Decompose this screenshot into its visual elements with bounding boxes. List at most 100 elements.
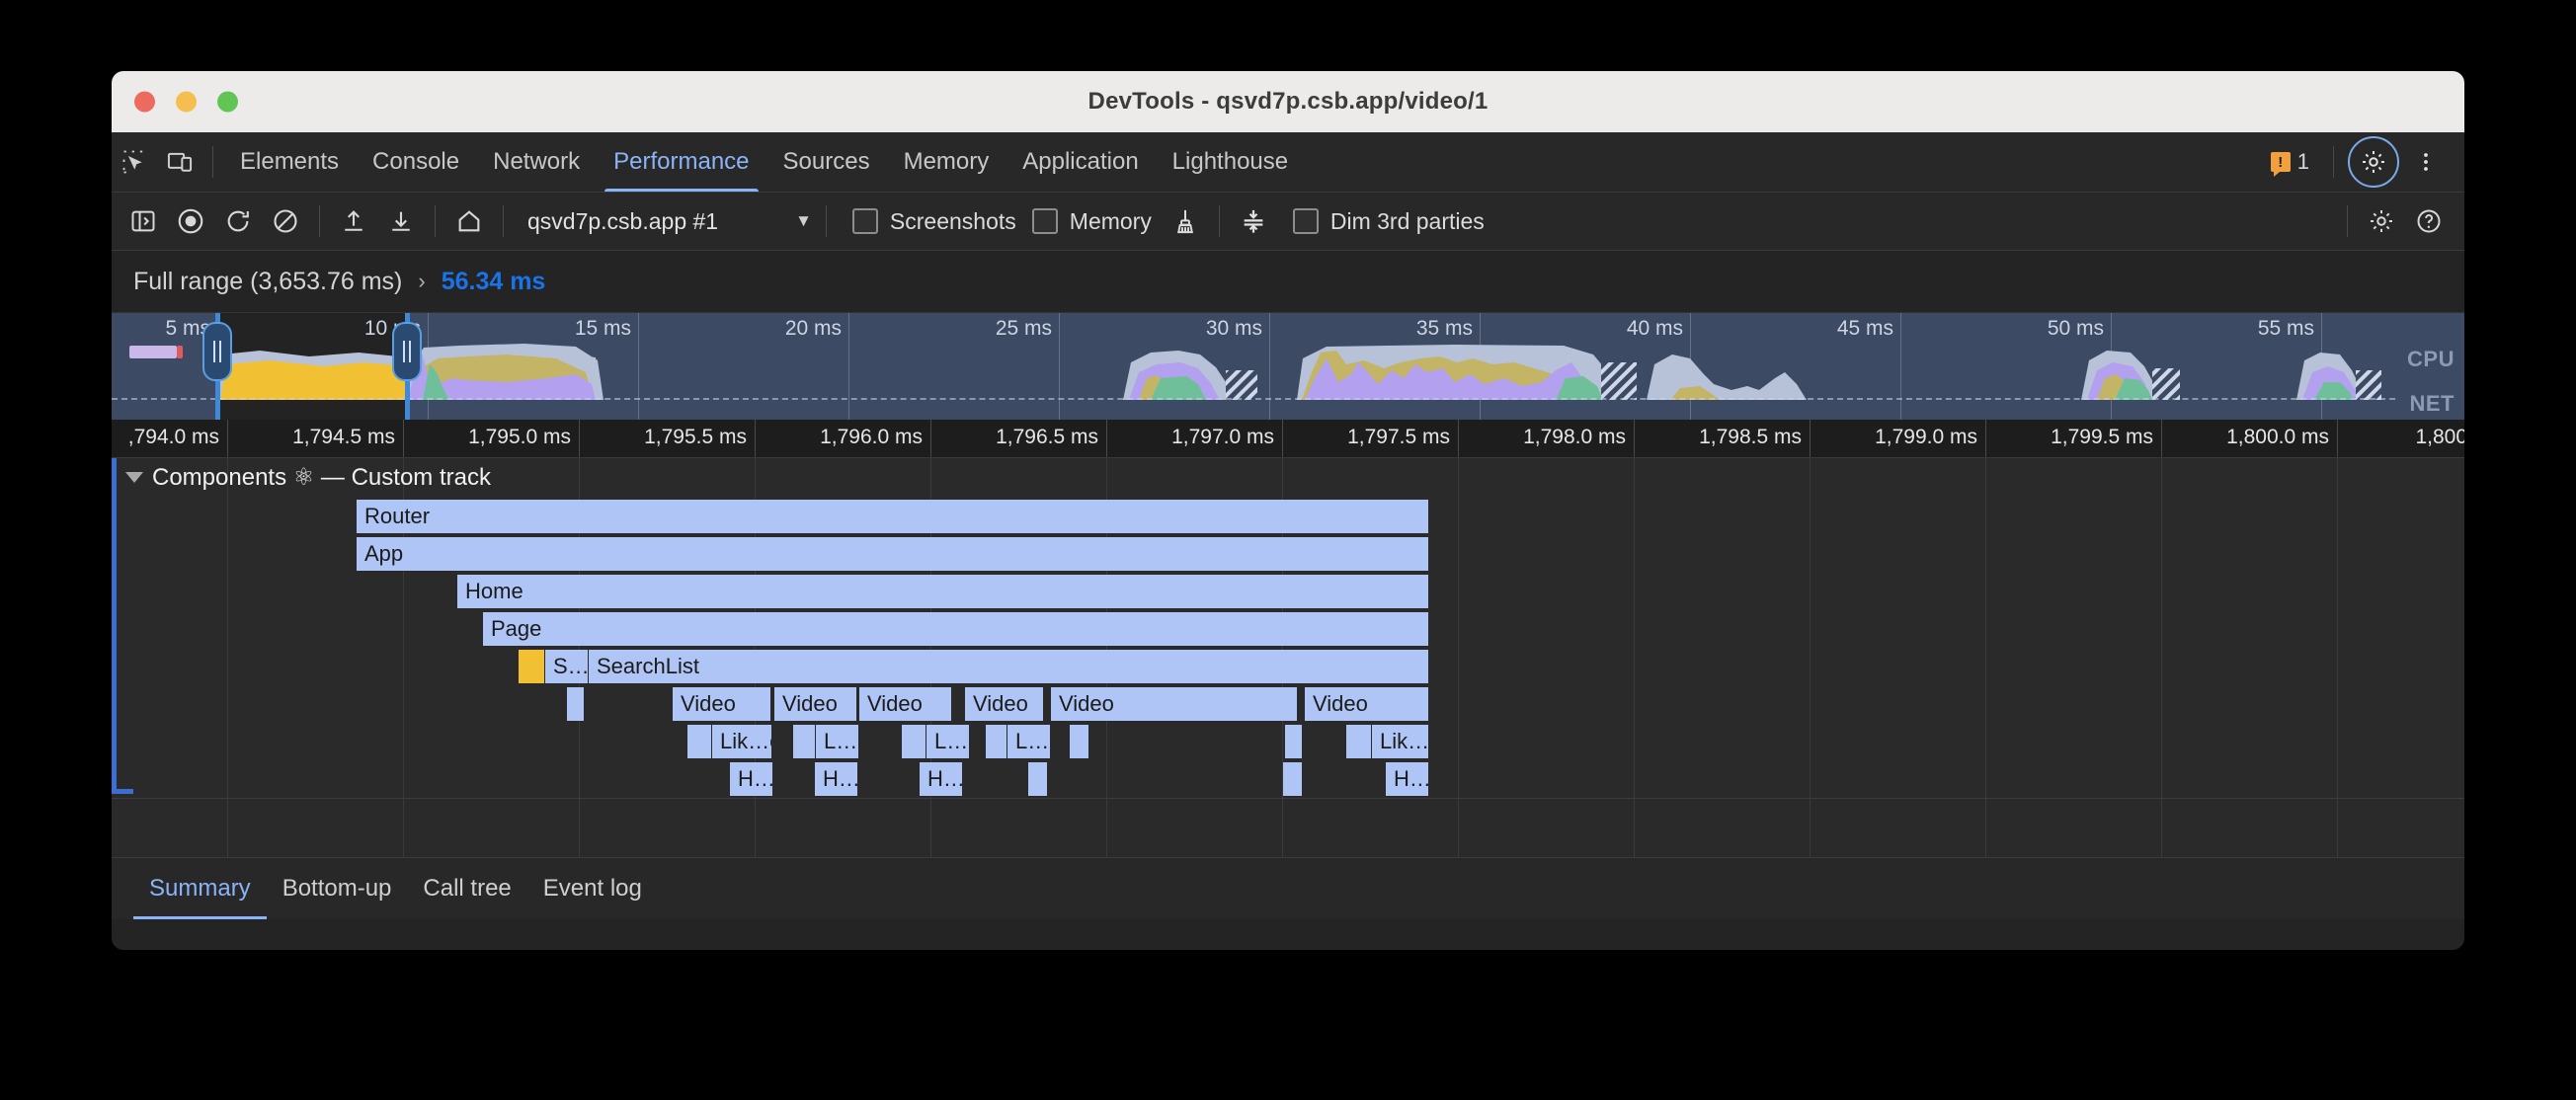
- more-vertical-icon[interactable]: [2403, 139, 2449, 185]
- tab-application[interactable]: Application: [1022, 148, 1139, 175]
- overview-selection-grip-left[interactable]: [202, 322, 232, 381]
- toolbar-divider-2: [435, 205, 436, 237]
- warning-badge[interactable]: ! 1: [2270, 149, 2309, 177]
- full-range-label[interactable]: Full range (3,653.76 ms): [133, 267, 403, 295]
- flame-bar[interactable]: Page: [483, 612, 1429, 646]
- flame-bar[interactable]: [567, 687, 585, 721]
- tab-sources[interactable]: Sources: [782, 148, 870, 175]
- flame-bar[interactable]: Home: [457, 575, 1429, 608]
- flame-bar[interactable]: Video: [673, 687, 771, 721]
- flame-bar[interactable]: Lik…on: [712, 725, 772, 758]
- flame-bar[interactable]: Lik…on: [1372, 725, 1429, 758]
- screenshots-label: Screenshots: [889, 207, 1016, 234]
- selected-range-label[interactable]: 56.34 ms: [441, 267, 546, 295]
- overview-gridline: [848, 313, 849, 420]
- flame-bar[interactable]: [687, 725, 712, 758]
- collapse-vertical-icon[interactable]: [1230, 197, 1277, 245]
- flame-bar[interactable]: [793, 725, 816, 758]
- cpu-lane-label: CPU: [2407, 347, 2455, 371]
- ruler-label: 1,800.0 ms: [2226, 426, 2329, 448]
- inspect-element-icon[interactable]: [112, 139, 157, 185]
- overview-gridline: [1269, 313, 1270, 420]
- flame-bar-highlight[interactable]: [519, 650, 545, 683]
- clear-icon[interactable]: [262, 197, 309, 245]
- ruler-label: 1,799.5 ms: [2051, 426, 2153, 448]
- device-toolbar-icon[interactable]: [157, 139, 202, 185]
- tab-bottom-up[interactable]: Bottom-up: [282, 875, 392, 902]
- flame-bar[interactable]: [1283, 762, 1303, 796]
- upload-profile-icon[interactable]: [330, 197, 377, 245]
- toolbar-right-controls: [2337, 197, 2464, 245]
- ruler-tick: [227, 420, 404, 457]
- tab-event-log[interactable]: Event log: [542, 875, 642, 902]
- flame-bar[interactable]: Router: [357, 500, 1429, 533]
- minimize-window-button[interactable]: [176, 91, 197, 113]
- memory-checkbox-box[interactable]: [1031, 208, 1058, 234]
- screenshots-checkbox[interactable]: Screenshots: [851, 207, 1016, 235]
- flame-bar[interactable]: [1028, 762, 1048, 796]
- flame-bar[interactable]: SearchList: [589, 650, 1429, 683]
- memory-checkbox[interactable]: Memory: [1031, 207, 1152, 235]
- flame-bar[interactable]: [986, 725, 1007, 758]
- flame-bar[interactable]: Video: [859, 687, 952, 721]
- zoom-window-button[interactable]: [217, 91, 238, 113]
- ruler-label: 1,797.5 ms: [1347, 426, 1450, 448]
- ruler-tick: [1985, 420, 2162, 457]
- memory-label: Memory: [1069, 207, 1152, 234]
- reload-and-record-icon[interactable]: [214, 197, 262, 245]
- tab-memory[interactable]: Memory: [903, 148, 990, 175]
- flame-bar[interactable]: [1285, 725, 1303, 758]
- tab-call-tree[interactable]: Call tree: [423, 875, 512, 902]
- flame-bar[interactable]: S…t: [545, 650, 589, 683]
- flame-bar[interactable]: H…t: [1386, 762, 1429, 796]
- tab-performance[interactable]: Performance: [597, 132, 765, 192]
- flame-bar[interactable]: Video: [1305, 687, 1429, 721]
- record-icon[interactable]: [167, 197, 214, 245]
- overview-net-divider: [112, 398, 2464, 400]
- overview-selection-grip-right[interactable]: [392, 322, 422, 381]
- tab-elements[interactable]: Elements: [240, 148, 340, 175]
- dim-3rd-parties-checkbox-box[interactable]: [1292, 208, 1319, 234]
- recording-selector[interactable]: qsvd7p.csb.app #1 ▼: [527, 208, 812, 235]
- flame-bar[interactable]: L…n: [1007, 725, 1051, 758]
- flame-bar[interactable]: Video: [965, 687, 1044, 721]
- flame-bar[interactable]: App: [357, 537, 1429, 571]
- devtools-tab-strip: Elements Console Network Performance Sou…: [112, 132, 2464, 193]
- close-window-button[interactable]: [134, 91, 155, 113]
- flame-bar[interactable]: L…n: [816, 725, 859, 758]
- home-icon[interactable]: [445, 197, 493, 245]
- flame-gridline: [1810, 458, 1811, 857]
- sidebar-toggle-icon[interactable]: [120, 197, 167, 245]
- tab-summary[interactable]: Summary: [133, 858, 267, 919]
- overview-tick-label: 35 ms: [1415, 317, 1473, 340]
- flame-gridline: [227, 458, 228, 857]
- download-profile-icon[interactable]: [377, 197, 425, 245]
- flame-bar[interactable]: [902, 725, 926, 758]
- flame-bar[interactable]: Video: [1051, 687, 1298, 721]
- tab-console[interactable]: Console: [372, 148, 460, 175]
- tab-lighthouse[interactable]: Lighthouse: [1171, 148, 1289, 175]
- chevron-down-icon[interactable]: [125, 472, 143, 483]
- ruler-tick: [755, 420, 931, 457]
- flame-bar[interactable]: H…t: [920, 762, 963, 796]
- flame-bar[interactable]: H…t: [730, 762, 773, 796]
- flame-bar[interactable]: H…t: [815, 762, 858, 796]
- toolbar-divider-5: [1218, 205, 1220, 237]
- breadcrumb-chevron-icon: ›: [418, 269, 426, 293]
- timeline-overview[interactable]: 5 ms 10 ms 15 ms 20 ms 25 ms 30 ms 35 ms…: [112, 313, 2464, 420]
- capture-settings-gear-icon[interactable]: [2358, 197, 2405, 245]
- settings-gear-button[interactable]: [2348, 136, 2399, 188]
- flame-bar[interactable]: Video: [774, 687, 857, 721]
- flame-chart[interactable]: Components ⚛ — Custom track Router App H…: [112, 458, 2464, 857]
- overview-tick-label: 15 ms: [574, 317, 631, 340]
- help-question-icon[interactable]: [2405, 197, 2453, 245]
- flame-bar[interactable]: [1070, 725, 1089, 758]
- garbage-collect-broom-icon[interactable]: [1162, 197, 1209, 245]
- screenshots-checkbox-box[interactable]: [851, 208, 878, 234]
- dim-3rd-parties-checkbox[interactable]: Dim 3rd parties: [1292, 208, 1485, 235]
- tab-network[interactable]: Network: [493, 148, 581, 175]
- flame-bar[interactable]: [1346, 725, 1372, 758]
- flame-bar[interactable]: L…n: [926, 725, 970, 758]
- track-header-components[interactable]: Components ⚛ — Custom track: [125, 463, 491, 492]
- window-title: DevTools - qsvd7p.csb.app/video/1: [1087, 88, 1489, 115]
